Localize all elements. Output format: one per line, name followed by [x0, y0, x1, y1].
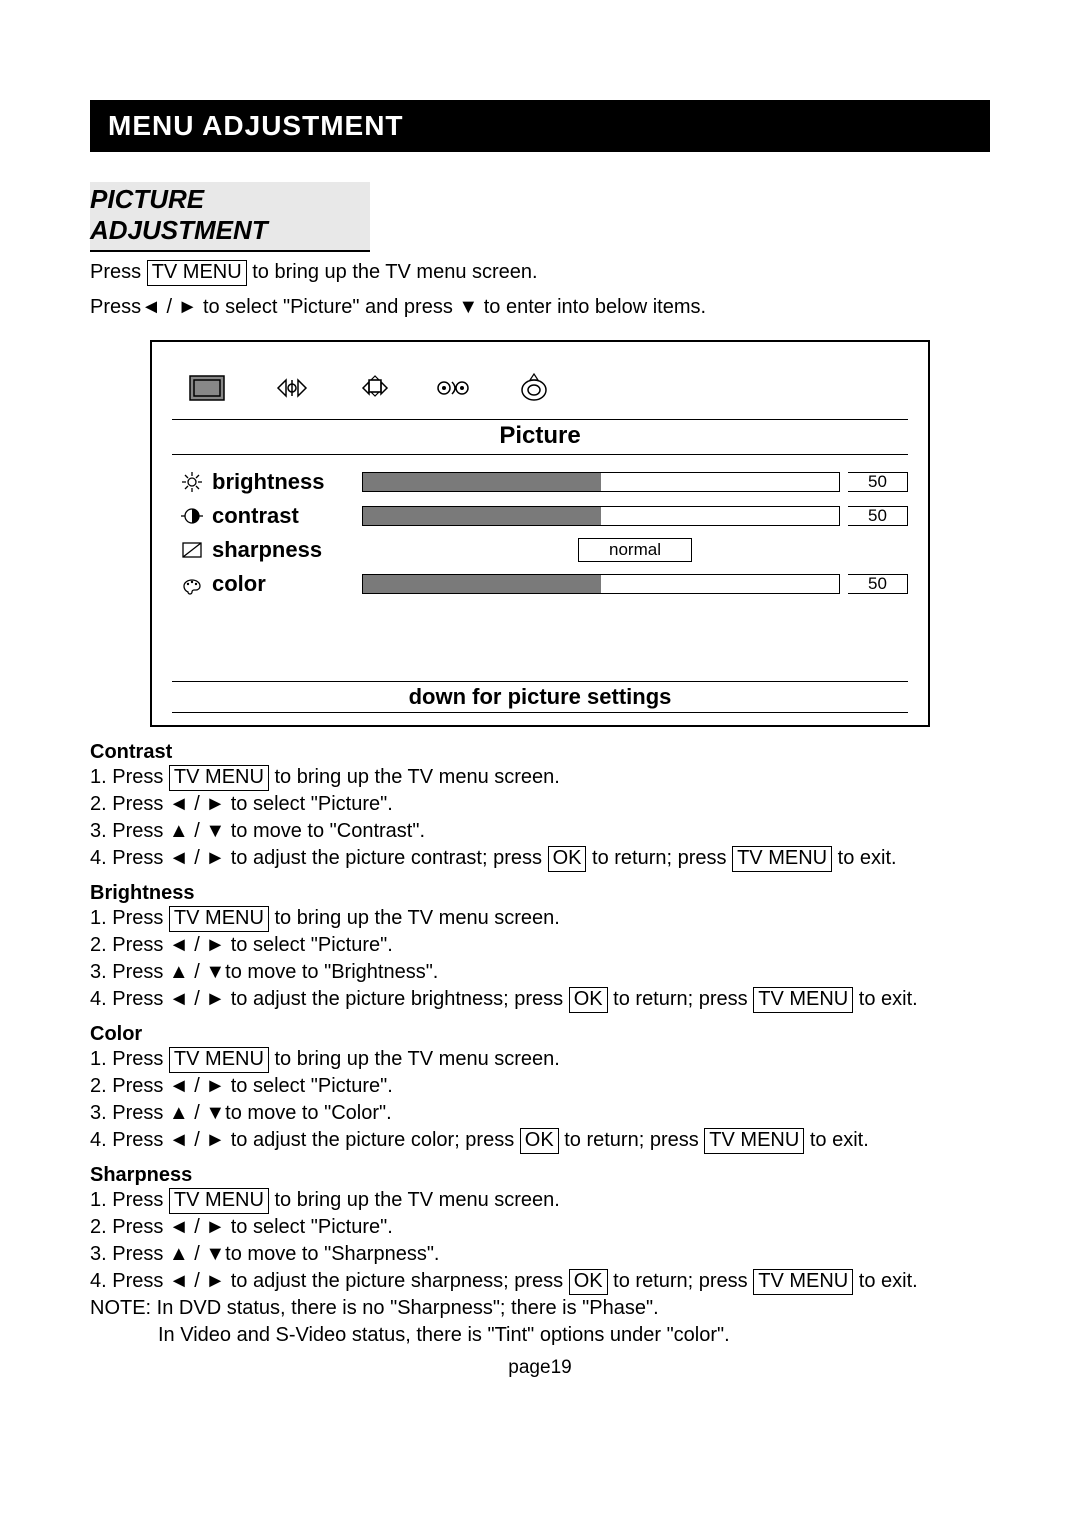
text: to bring up the TV menu screen. — [247, 261, 538, 283]
osd-title: Picture — [172, 422, 908, 450]
brightness-label: brightness — [212, 469, 362, 495]
tv-menu-key: TV MENU — [169, 1188, 269, 1214]
ok-key: OK — [520, 1128, 559, 1154]
tv-menu-key: TV MENU — [169, 1047, 269, 1073]
contrast-heading: Contrast — [90, 741, 990, 764]
tv-menu-key: TV MENU — [169, 765, 269, 791]
sharpness-icon — [172, 538, 212, 562]
brightness-slider[interactable] — [362, 472, 840, 492]
step: 3. Press ▲ / ▼to move to "Color". — [90, 1100, 990, 1127]
tv-menu-key: TV MENU — [753, 1269, 853, 1295]
step: 4. Press ◄ / ► to adjust the picture bri… — [90, 986, 990, 1013]
note-2: In Video and S-Video status, there is "T… — [90, 1322, 990, 1349]
sharpness-option[interactable]: normal — [578, 538, 692, 562]
contrast-value: 50 — [848, 506, 908, 526]
tv-menu-key: TV MENU — [753, 987, 853, 1013]
osd-panel: Picture brightness 50 — [150, 340, 930, 727]
step: 2. Press ◄ / ► to select "Picture". — [90, 791, 990, 818]
brightness-row[interactable]: brightness 50 — [172, 465, 908, 499]
step: 3. Press ▲ / ▼to move to "Sharpness". — [90, 1241, 990, 1268]
tv-menu-key: TV MENU — [732, 846, 832, 872]
contrast-row[interactable]: contrast 50 — [172, 499, 908, 533]
brightness-heading: Brightness — [90, 882, 990, 905]
color-value: 50 — [848, 574, 908, 594]
page-number: page19 — [90, 1357, 990, 1379]
intro-line-1: Press TV MENU to bring up the TV menu sc… — [90, 258, 990, 287]
color-icon — [172, 572, 212, 596]
color-heading: Color — [90, 1023, 990, 1046]
sharpness-heading: Sharpness — [90, 1164, 990, 1187]
step: 4. Press ◄ / ► to adjust the picture col… — [90, 1127, 990, 1154]
picture-tab-icon[interactable] — [187, 370, 233, 411]
contrast-slider[interactable] — [362, 506, 840, 526]
color-row[interactable]: color 50 — [172, 567, 908, 601]
sharpness-row[interactable]: sharpness normal — [172, 533, 908, 567]
osd-tab-row — [172, 367, 908, 413]
sharpness-label: sharpness — [212, 537, 362, 563]
brightness-icon — [172, 470, 212, 494]
step: 3. Press ▲ / ▼to move to "Brightness". — [90, 959, 990, 986]
color-slider[interactable] — [362, 574, 840, 594]
section-heading: PICTURE ADJUSTMENT — [90, 182, 370, 252]
contrast-icon — [172, 504, 212, 528]
brightness-value: 50 — [848, 472, 908, 492]
options-tab-icon[interactable] — [511, 370, 557, 411]
ok-key: OK — [569, 987, 608, 1013]
title-bar: MENU ADJUSTMENT — [90, 100, 990, 152]
audio-tab-icon[interactable] — [268, 370, 314, 411]
step: 4. Press ◄ / ► to adjust the picture con… — [90, 845, 990, 872]
contrast-label: contrast — [212, 503, 362, 529]
step: 2. Press ◄ / ► to select "Picture". — [90, 932, 990, 959]
ok-key: OK — [548, 846, 587, 872]
step: 3. Press ▲ / ▼ to move to "Contrast". — [90, 818, 990, 845]
note-1: NOTE: In DVD status, there is no "Sharpn… — [90, 1295, 990, 1322]
step: 1. Press TV MENU to bring up the TV menu… — [90, 905, 990, 932]
step: 2. Press ◄ / ► to select "Picture". — [90, 1214, 990, 1241]
tv-menu-key: TV MENU — [169, 906, 269, 932]
channel-tab-icon[interactable] — [430, 370, 476, 411]
text: Press — [90, 261, 147, 283]
step: 4. Press ◄ / ► to adjust the picture sha… — [90, 1268, 990, 1295]
step: 1. Press TV MENU to bring up the TV menu… — [90, 764, 990, 791]
ok-key: OK — [569, 1269, 608, 1295]
tv-menu-key: TV MENU — [147, 260, 247, 286]
step: 2. Press ◄ / ► to select "Picture". — [90, 1073, 990, 1100]
tv-menu-key: TV MENU — [704, 1128, 804, 1154]
color-label: color — [212, 571, 362, 597]
osd-hint: down for picture settings — [172, 681, 908, 713]
step: 1. Press TV MENU to bring up the TV menu… — [90, 1046, 990, 1073]
intro-line-2: Press◄ / ► to select "Picture" and press… — [90, 293, 990, 322]
step: 1. Press TV MENU to bring up the TV menu… — [90, 1187, 990, 1214]
system-tab-icon[interactable] — [349, 370, 395, 411]
